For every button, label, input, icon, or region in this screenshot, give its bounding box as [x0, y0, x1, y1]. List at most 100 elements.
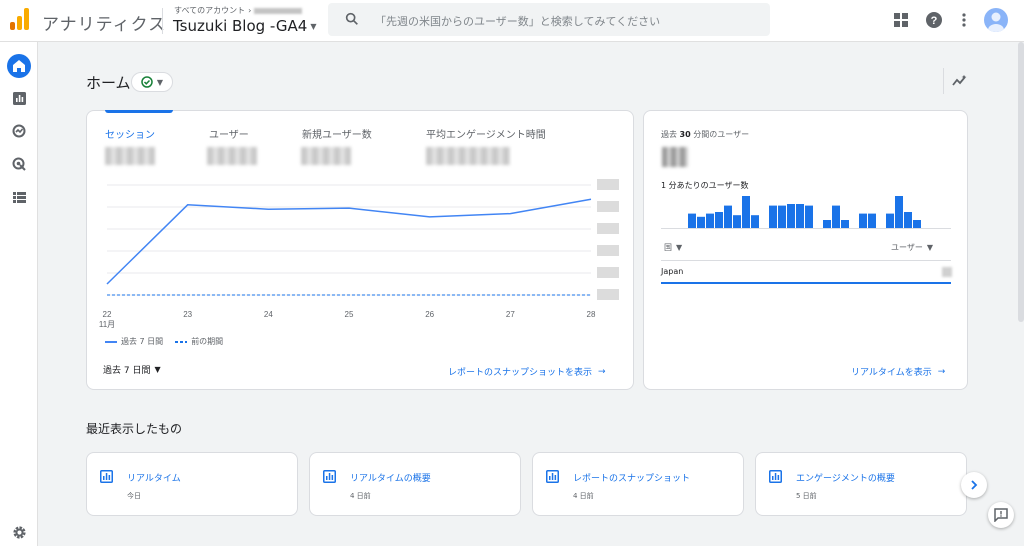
users-column-header[interactable]: ユーザー ▼: [891, 242, 933, 253]
series-line-current: [106, 198, 592, 285]
x-tick-label: 22: [103, 310, 112, 319]
per-minute-bar[interactable]: [787, 204, 795, 228]
view-snapshot-label: レポートのスナップショットを表示: [448, 368, 593, 378]
per-minute-bar[interactable]: [742, 196, 750, 228]
overview-card: セッション ユーザー 新規ユーザー数 平均エンゲージメント時間 22 23 24 25…: [86, 110, 634, 390]
realtime-title-suffix: 分間のユーザー: [693, 130, 750, 139]
recent-item-title: リアルタイムの概要: [350, 474, 431, 484]
tab-new-users[interactable]: 新規ユーザー数: [302, 130, 372, 141]
data-status-selector[interactable]: ▼: [131, 72, 173, 92]
per-minute-bar[interactable]: [823, 220, 831, 228]
recent-item-title: エンゲージメントの概要: [796, 474, 895, 484]
nav-admin[interactable]: [7, 520, 31, 544]
per-minute-label: 1 分あたりのユーザー数: [661, 181, 749, 190]
table-divider: [661, 260, 951, 261]
view-realtime-link[interactable]: リアルタイムを表示 →: [851, 365, 945, 379]
per-minute-bar[interactable]: [697, 216, 705, 228]
page-scrollbar[interactable]: [1018, 42, 1024, 322]
recent-item-title: レポートのスナップショット: [573, 474, 691, 484]
help-icon[interactable]: ?: [924, 10, 944, 30]
country-share-bar: [661, 282, 951, 284]
more-vert-icon[interactable]: [954, 10, 974, 30]
per-minute-bar[interactable]: [778, 205, 786, 228]
per-minute-bar[interactable]: [733, 215, 741, 228]
nav-home[interactable]: [7, 54, 31, 78]
per-minute-bar[interactable]: [841, 220, 849, 228]
feedback-button[interactable]: [988, 502, 1014, 528]
per-minute-bar[interactable]: [913, 220, 921, 228]
per-minute-bar[interactable]: [859, 213, 867, 228]
x-tick-label: 24: [264, 310, 273, 319]
search-icon: [345, 12, 358, 25]
tab-users[interactable]: ユーザー: [209, 130, 249, 141]
search-bar[interactable]: 「先週の米国からのユーザー数」と検索してみてください: [328, 3, 770, 36]
y-tick-label-blurred: [597, 245, 619, 256]
view-realtime-label: リアルタイムを表示: [851, 368, 932, 378]
per-minute-bar[interactable]: [805, 205, 813, 228]
per-minute-bar[interactable]: [688, 213, 696, 228]
sessions-value-blurred: [105, 147, 155, 165]
insights-button[interactable]: [948, 68, 972, 92]
per-minute-bar[interactable]: [868, 213, 876, 228]
analytics-logo[interactable]: [10, 8, 32, 30]
tab-sessions[interactable]: セッション: [105, 130, 155, 141]
breadcrumb[interactable]: すべてのアカウント ›: [174, 5, 303, 16]
view-snapshot-link[interactable]: レポートのスナップショットを表示 →: [448, 365, 606, 379]
per-minute-bar[interactable]: [715, 212, 723, 228]
nav-explore[interactable]: [7, 119, 31, 143]
active-tab-indicator: [105, 110, 173, 113]
recent-item-time: 4 日前: [350, 492, 371, 500]
home-icon: [13, 60, 25, 72]
recent-section-title: 最近表示したもの: [86, 422, 183, 436]
advertising-icon: [12, 157, 26, 171]
avatar[interactable]: [984, 8, 1008, 32]
per-minute-bar[interactable]: [751, 215, 759, 228]
per-minute-bar[interactable]: [796, 204, 804, 228]
per-minute-bar[interactable]: [895, 196, 903, 228]
nav-configure[interactable]: [7, 185, 31, 209]
y-tick-label-blurred: [597, 223, 619, 234]
realtime-title-minutes: 30: [679, 130, 691, 139]
nav-reports[interactable]: [7, 86, 31, 110]
per-minute-bar[interactable]: [904, 212, 912, 228]
property-name: Tsuzuki Blog -GA4: [173, 17, 308, 35]
recent-item-realtime[interactable]: リアルタイム 今日: [86, 452, 298, 516]
date-range-selector[interactable]: 過去 7 日間 ▼: [103, 363, 161, 376]
recent-item-engagement[interactable]: エンゲージメントの概要 5 日前: [755, 452, 967, 516]
chart-legend: 過去 7 日間 前の期間: [105, 336, 223, 347]
users-value-blurred: [207, 147, 257, 165]
top-bar: アナリティクス すべてのアカウント › Tsuzuki Blog -GA4 ▼ …: [0, 0, 1024, 42]
account-name-blurred: [254, 7, 303, 14]
per-minute-bar[interactable]: [769, 205, 777, 228]
arrow-right-icon: →: [598, 366, 606, 377]
recent-item-time: 4 日前: [573, 492, 594, 500]
carousel-next-button[interactable]: [961, 472, 987, 498]
legend-item-current: 過去 7 日間: [105, 336, 163, 347]
recent-item-snapshot[interactable]: レポートのスナップショット 4 日前: [532, 452, 744, 516]
property-selector[interactable]: Tsuzuki Blog -GA4 ▼: [173, 17, 316, 35]
realtime-title-prefix: 過去: [661, 130, 677, 139]
recent-item-realtime-overview[interactable]: リアルタイムの概要 4 日前: [309, 452, 521, 516]
apps-icon[interactable]: [891, 10, 911, 30]
x-tick-sublabel: 11月: [99, 320, 115, 329]
caret-down-icon: ▼: [310, 21, 317, 31]
sessions-line-chart: 22 23 24 25 26 27 28 11月: [99, 179, 619, 329]
nav-advertising[interactable]: [7, 152, 31, 176]
recent-item-title: リアルタイム: [127, 474, 181, 484]
header-divider-right: [943, 68, 944, 94]
tab-avg-engagement[interactable]: 平均エンゲージメント時間: [426, 130, 546, 141]
x-tick-label: 28: [587, 310, 596, 319]
users-column-label: ユーザー: [891, 243, 923, 252]
search-placeholder: 「先週の米国からのユーザー数」と検索してみてください: [375, 15, 661, 28]
country-column-header[interactable]: 国 ▼: [664, 242, 682, 253]
y-tick-label-blurred: [597, 179, 619, 190]
explore-icon: [12, 124, 26, 138]
per-minute-bar[interactable]: [706, 213, 714, 228]
caret-down-icon: ▼: [154, 365, 161, 374]
logo-bar-2: [17, 16, 22, 30]
settings-icon: [12, 525, 26, 539]
per-minute-bar[interactable]: [832, 205, 840, 228]
recent-item-time: 5 日前: [796, 492, 817, 500]
per-minute-bar[interactable]: [724, 205, 732, 228]
per-minute-bar[interactable]: [886, 213, 894, 228]
